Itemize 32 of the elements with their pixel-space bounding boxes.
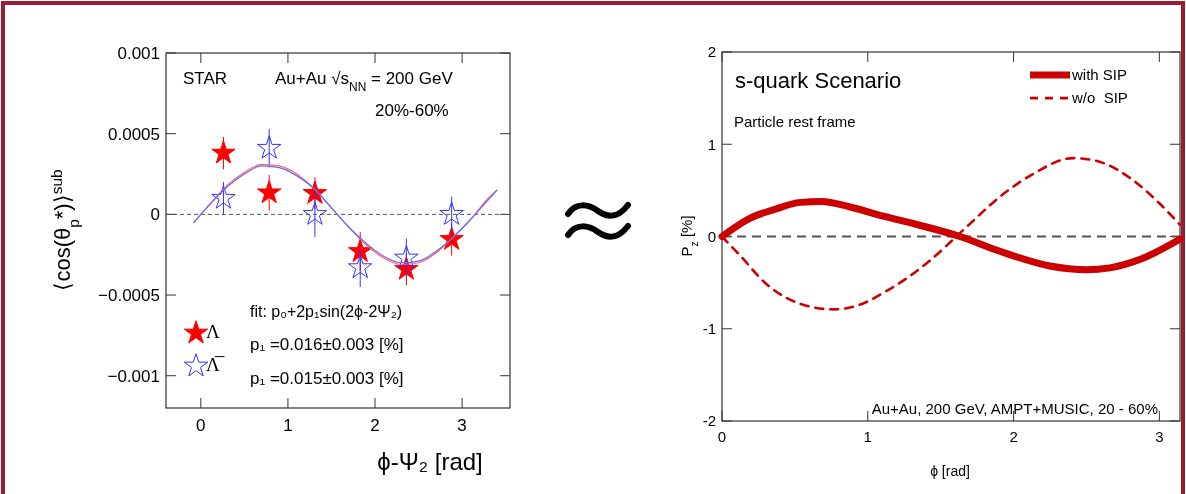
annotation: Au+Au √s$_{NN}$ = 200 GeV xyxy=(275,69,454,94)
x-axis-title: ϕ [rad] xyxy=(930,463,970,479)
x-tick-label: 1 xyxy=(283,416,293,435)
y-tick-label: 2 xyxy=(707,43,716,61)
annotation: p₁ =0.015±0.003 [%] xyxy=(250,369,404,388)
y-tick-label: -1 xyxy=(702,320,716,337)
y-tick-label: 0 xyxy=(707,227,716,245)
x-tick-label: 2 xyxy=(1009,428,1018,445)
y-tick-label: −0.0005 xyxy=(98,286,160,305)
legend-label: with SIP xyxy=(1071,66,1128,83)
x-tick-label: 3 xyxy=(457,416,467,435)
annotation: p₁ =0.016±0.003 [%] xyxy=(250,335,404,354)
annotation: Particle rest frame xyxy=(734,113,856,130)
x-tick-label: 3 xyxy=(1155,428,1164,445)
y-tick-label: 0.0005 xyxy=(108,124,160,144)
annotation: Au+Au, 200 GeV, AMPT+MUSIC, 20 - 60% xyxy=(871,400,1158,417)
y-tick-label: 1 xyxy=(707,135,716,153)
annotation: 20%-60% xyxy=(375,101,449,120)
annotation: fit: p₀+2p₁sin(2ϕ-2Ψ₂) xyxy=(250,303,403,320)
x-tick-label: 0 xyxy=(196,416,206,435)
y-tick-label: 0.001 xyxy=(117,43,160,63)
legend-label: w/o SIP xyxy=(1071,89,1128,107)
y-tick-label: −0.001 xyxy=(107,366,160,386)
y-tick-label: 0 xyxy=(150,205,160,225)
legend-label: Λ xyxy=(206,321,220,342)
annotation: STAR xyxy=(183,69,228,88)
text: s-quark Scenario xyxy=(735,68,902,93)
x-axis-title: ϕ-Ψ₂ [rad] xyxy=(377,448,483,475)
x-tick-label: 2 xyxy=(370,416,380,435)
x-tick-label: 1 xyxy=(863,428,872,445)
y-tick-label: -2 xyxy=(702,412,716,430)
legend-label: Λ̅ xyxy=(206,354,225,375)
